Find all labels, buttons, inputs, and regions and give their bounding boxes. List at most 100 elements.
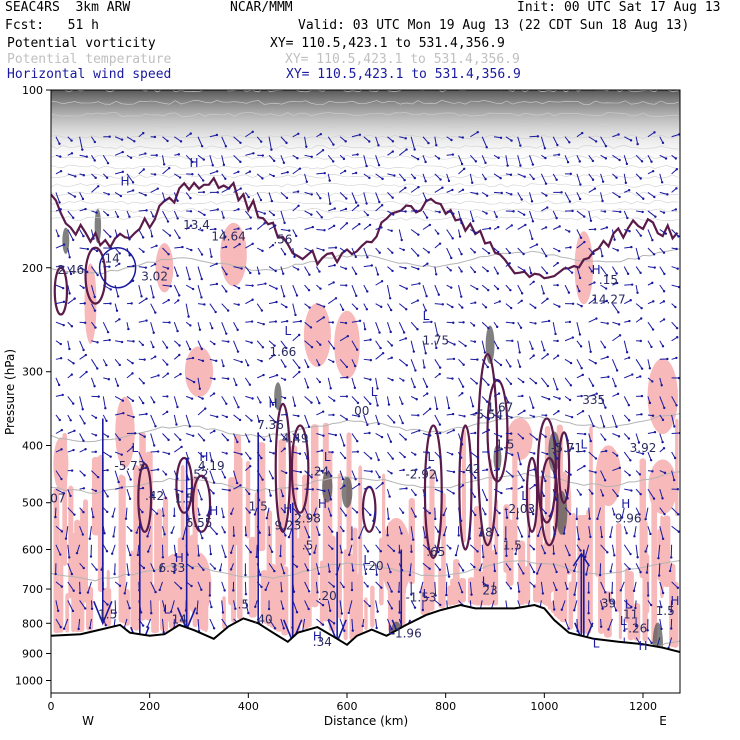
wind-vector-head <box>532 354 535 357</box>
theta-contour <box>51 208 679 213</box>
wind-vector <box>150 322 155 333</box>
wind-vector-head <box>58 201 61 204</box>
wind-vector <box>564 266 573 274</box>
wind-vector-head <box>143 435 146 438</box>
wind-vector-head <box>265 516 269 520</box>
wind-vector <box>410 488 417 496</box>
wind-vector <box>67 396 74 404</box>
wind-vector <box>315 526 320 536</box>
wind-vector-head <box>555 216 558 220</box>
wind-vector-head <box>653 430 657 434</box>
wind-vector <box>114 284 119 297</box>
wind-vector <box>540 377 549 387</box>
wind-vector-head <box>558 397 561 400</box>
wind-vector-head <box>579 549 582 552</box>
wind-vector <box>257 210 265 215</box>
pv-fill-region <box>303 303 331 367</box>
wind-vector-head <box>560 191 563 194</box>
wind-vector-head <box>377 422 380 426</box>
wind-vector-head <box>615 272 618 275</box>
wind-vector <box>123 618 128 628</box>
wind-vector-head <box>68 556 71 559</box>
wind-vector <box>90 377 96 387</box>
wind-vector-head <box>82 234 85 238</box>
wind-vector-head <box>398 551 401 554</box>
wind-vector-head <box>653 131 656 134</box>
wind-vector <box>327 600 331 611</box>
wind-vector <box>564 433 569 441</box>
wind-vector-head <box>344 514 348 517</box>
wind-vector <box>611 600 617 611</box>
y-tick-label: 100 <box>22 84 43 97</box>
wind-vector-head <box>666 193 669 196</box>
wind-vector-head <box>440 490 444 494</box>
wind-vector-head <box>615 281 619 285</box>
wind-vector-head <box>447 575 451 578</box>
wind-vector-head <box>323 489 326 493</box>
wind-vector-head <box>192 380 196 384</box>
wind-vector-head <box>168 321 171 324</box>
wind-vector <box>588 358 596 364</box>
wind-vector <box>611 359 618 371</box>
wind-vector-head <box>351 629 354 632</box>
wind-vector-head <box>144 194 147 197</box>
wind-vector-head <box>522 479 525 482</box>
wind-vector-strong-head <box>93 600 113 626</box>
wind-vector-head <box>340 551 343 554</box>
wind-vector-head <box>237 227 240 230</box>
wind-vector-head <box>210 605 213 609</box>
wind-vector-head <box>96 367 99 370</box>
wind-vector-head <box>471 405 475 408</box>
pv-fill-region <box>633 603 641 641</box>
wind-vector-head <box>212 392 216 395</box>
wind-vector <box>612 488 619 497</box>
wind-vector-head <box>487 428 491 432</box>
wind-vector <box>493 563 496 572</box>
wind-vector-head <box>573 569 576 573</box>
wind-vector-head <box>230 512 233 515</box>
wind-vector-head <box>329 609 332 612</box>
wind-vector-head <box>660 627 663 631</box>
wind-vector <box>327 340 335 349</box>
wind-vector <box>481 359 489 368</box>
wind-vector <box>138 209 147 212</box>
wind-vector <box>446 210 454 215</box>
wind-vector <box>529 229 533 239</box>
wind-vector-head <box>615 425 618 429</box>
wind-vector <box>268 414 276 423</box>
extremum-label: .14 <box>101 252 120 266</box>
wind-vector <box>221 470 226 478</box>
pv-fill-region <box>485 544 492 606</box>
wind-vector-head <box>103 532 106 535</box>
wind-vector-head <box>320 469 324 473</box>
wind-vector <box>576 266 581 279</box>
wind-vector-head <box>430 320 433 324</box>
wind-vector-head <box>322 249 325 252</box>
wind-vector <box>339 470 344 480</box>
wind-vector-head <box>487 252 491 255</box>
wind-vector-head <box>592 252 595 255</box>
wind-vector-head <box>636 142 639 146</box>
wind-vector-head <box>438 210 441 214</box>
pv-fill-region <box>521 585 525 605</box>
wind-vector <box>125 507 128 519</box>
wind-vector-head <box>82 174 85 177</box>
wind-vector-head <box>366 290 369 293</box>
wind-vector-head <box>504 537 507 541</box>
wind-vector-head <box>605 299 609 303</box>
wind-vector <box>280 526 286 536</box>
wind-vector-head <box>402 331 406 334</box>
wind-vector-head <box>381 351 385 355</box>
wind-vector <box>245 284 253 287</box>
wind-vector <box>197 544 200 556</box>
wind-vector <box>422 467 430 472</box>
wind-vector <box>387 192 394 199</box>
wind-vector-head <box>616 392 620 396</box>
wind-vector <box>185 284 194 290</box>
wind-vector-head <box>485 468 489 471</box>
wind-vector-head <box>591 492 594 495</box>
wind-vector-head <box>531 163 535 166</box>
wind-vector-head <box>332 160 335 163</box>
wind-vector-head <box>568 553 571 557</box>
wind-vector-head <box>625 162 629 166</box>
